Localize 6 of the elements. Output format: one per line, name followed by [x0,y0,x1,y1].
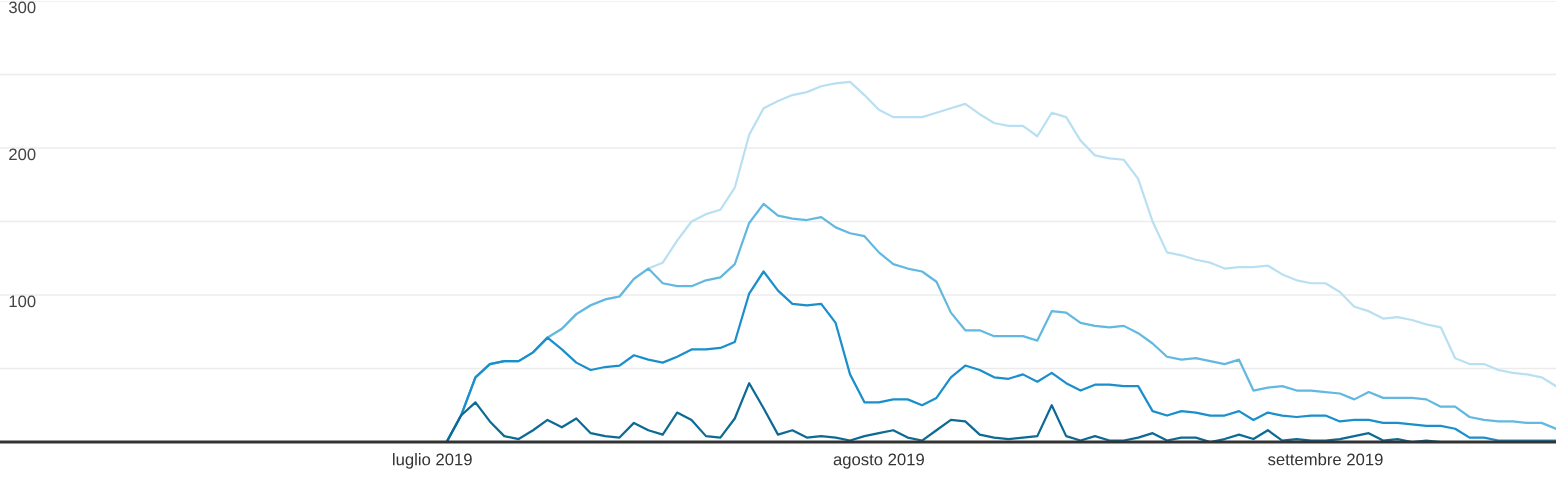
y-tick-label: 200 [9,148,36,161]
y-tick-label: 300 [8,1,36,14]
y-tick-label: 100 [9,295,36,308]
x-tick-label: agosto 2019 [833,453,924,469]
x-tick-label: luglio 2019 [393,453,472,469]
x-tick-label: settembre 2019 [1268,453,1383,466]
